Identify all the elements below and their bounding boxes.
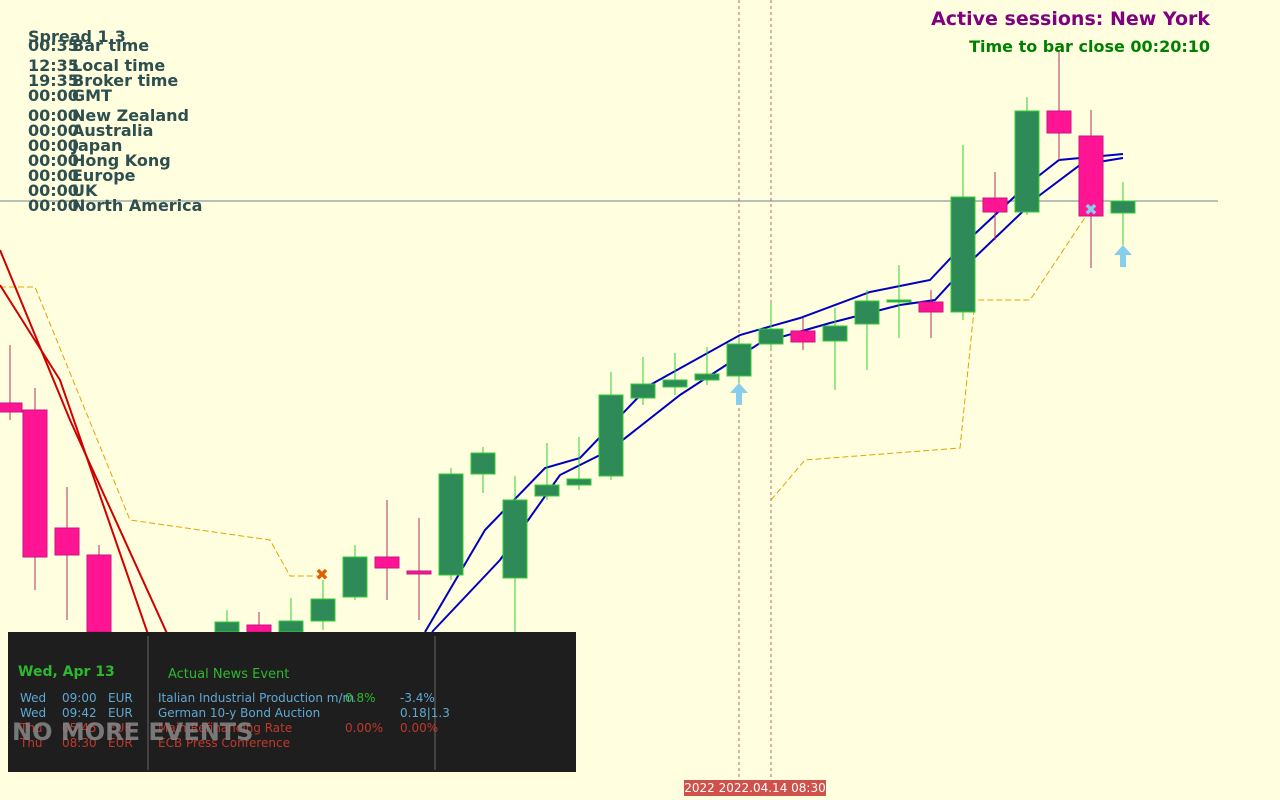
clock-label: UK (72, 181, 98, 200)
news-cell: EUR (108, 691, 133, 705)
news-cell: 0.00% (345, 721, 383, 735)
candle-body (662, 379, 688, 388)
news-cell: 08:30 (62, 736, 97, 750)
candle-body (246, 624, 272, 633)
candle-body (438, 473, 464, 576)
arrow-up (730, 383, 748, 405)
clock-time: 00:00 (28, 151, 79, 170)
cross-signal: ✖ (315, 565, 328, 584)
clock-time: 00:00 (28, 166, 79, 185)
candle-body (566, 478, 592, 486)
candle-body (54, 527, 80, 556)
news-cell: 09:42 (62, 706, 97, 720)
news-cell: 0.00% (400, 721, 438, 735)
news-cell: Thu (19, 736, 43, 750)
candle-body (1046, 110, 1072, 134)
candles (0, 50, 1136, 633)
news-cell: ECB Press Conference (158, 736, 290, 750)
clock-time: 00:35 (28, 36, 79, 55)
active-sessions: Active sessions: New York (931, 8, 1210, 30)
clock-time: 00:00 (28, 106, 79, 125)
candle-body (470, 452, 496, 475)
candle-body (1110, 200, 1136, 214)
news-cell: EUR (108, 721, 133, 735)
candle-body (342, 556, 368, 598)
candle-body (1014, 110, 1040, 213)
news-date: Wed, Apr 13 (18, 664, 115, 680)
candle-body (726, 343, 752, 377)
clock-time: 12:35 (28, 56, 79, 75)
news-panel (8, 632, 576, 772)
news-cell: Wed (20, 691, 46, 705)
time-label: 2022 2022.04.14 08:30 (684, 781, 825, 795)
news-cell: EUR (108, 736, 133, 750)
news-cell: Wed (20, 706, 46, 720)
ma-blue (431, 157, 1124, 633)
candle-body (822, 325, 848, 342)
candle-body (406, 570, 432, 575)
clock-label: North America (72, 196, 202, 215)
candle-body (374, 556, 400, 569)
news-cell: German 10-y Bond Auction (158, 706, 320, 720)
news-cell: Italian Industrial Production m/m (158, 691, 354, 705)
candle-body (758, 328, 784, 345)
candle-body (918, 301, 944, 313)
clock-time: 00:00 (28, 136, 79, 155)
clock-label: Hong Kong (72, 151, 171, 170)
news-rows: Wed 09:00 EUR Italian Industrial Production… (19, 691, 450, 750)
time-label-bg (684, 780, 826, 796)
candle-body (982, 197, 1008, 213)
candle-body (630, 383, 656, 399)
news-cell: 0.8% (345, 691, 376, 705)
news-cell: 0.18|1.3 (400, 706, 450, 720)
clock-label: Japan (71, 136, 122, 155)
candle-body (214, 621, 240, 633)
candle-body (310, 598, 336, 622)
news-cell: Thu (19, 721, 43, 735)
arrow-up (1114, 245, 1132, 267)
trail-line (0, 286, 320, 577)
clock-label: Australia (72, 121, 153, 140)
clock-time: 00:00 (28, 196, 79, 215)
clock-label: Bar time (72, 36, 149, 55)
candle-body (598, 394, 624, 477)
news-cell: 09:00 (62, 691, 97, 705)
news-cell: Main Refinancing Rate (158, 721, 292, 735)
news-cell: 05:45 (62, 721, 97, 735)
candle-body (86, 554, 112, 633)
ma-red (0, 249, 171, 641)
clock-time: 19:35 (28, 71, 79, 90)
candle-body (950, 196, 976, 313)
news-title: Actual News Event (168, 667, 289, 682)
clock-label: New Zealand (72, 106, 189, 125)
candle-body (790, 330, 816, 343)
candle-body (502, 499, 528, 579)
spread: Spread 1.3 (28, 27, 126, 46)
clock-time: 00:00 (28, 121, 79, 140)
candle-body (1078, 135, 1104, 217)
candle-body (886, 299, 912, 303)
candle-body (278, 620, 304, 633)
clock-time: 00:00 (28, 86, 79, 105)
clock-label: Europe (72, 166, 136, 185)
news-cell: EUR (108, 706, 133, 720)
news-cell: -3.4% (400, 691, 435, 705)
candle-body (534, 484, 560, 497)
candle-body (854, 300, 880, 325)
clock-label: Broker time (72, 71, 178, 90)
bar-close: Time to bar close 00:20:10 (969, 37, 1210, 56)
clock-label: GMT (72, 86, 112, 105)
clock-label: Local time (72, 56, 165, 75)
cross-signal: ✖ (1084, 200, 1097, 219)
candle-body (694, 373, 720, 381)
clock-time: 00:00 (28, 181, 79, 200)
news-status: NO MORE EVENTS (12, 718, 253, 746)
ma-red (0, 284, 151, 641)
candle-body (0, 402, 23, 413)
candle-body (22, 409, 48, 558)
